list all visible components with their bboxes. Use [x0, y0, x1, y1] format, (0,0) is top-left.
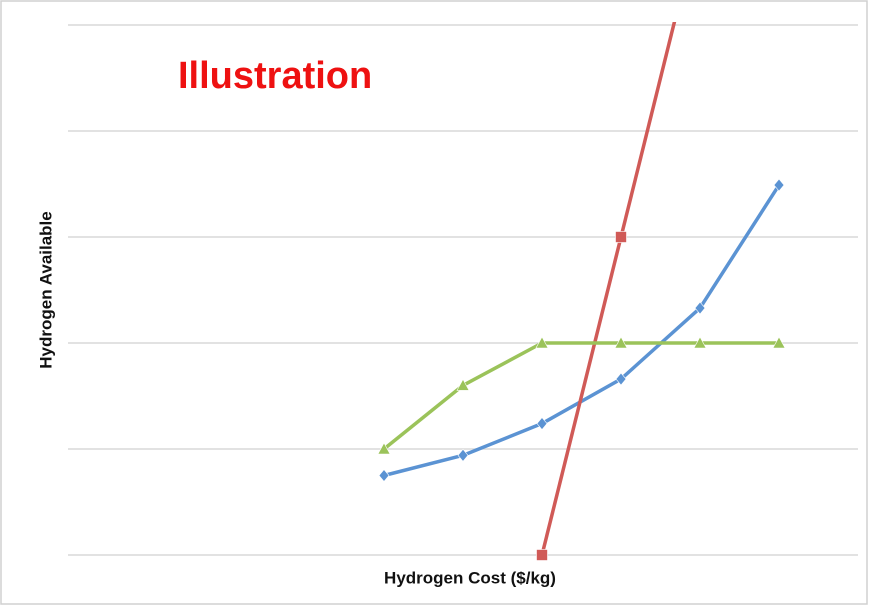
point-marker [693, 336, 707, 349]
grid [68, 24, 858, 556]
point-marker [378, 469, 390, 482]
point-marker [457, 448, 469, 462]
x-axis-label: Hydrogen Cost ($/kg) [384, 568, 556, 587]
point-marker [773, 178, 785, 192]
point-marker [615, 372, 627, 386]
series-line [382, 341, 779, 451]
y-axis-label: Hydrogen Available [36, 211, 55, 368]
plot-area [377, 22, 786, 561]
point-marker [456, 378, 470, 391]
point-marker [536, 417, 548, 431]
point-marker [772, 336, 786, 349]
point-marker [694, 301, 706, 315]
point-marker [615, 231, 627, 243]
point-marker [614, 336, 628, 349]
chart-title: Illustration [178, 55, 372, 97]
point-marker [536, 549, 548, 561]
point-marker [377, 442, 391, 455]
point-marker [535, 336, 549, 349]
